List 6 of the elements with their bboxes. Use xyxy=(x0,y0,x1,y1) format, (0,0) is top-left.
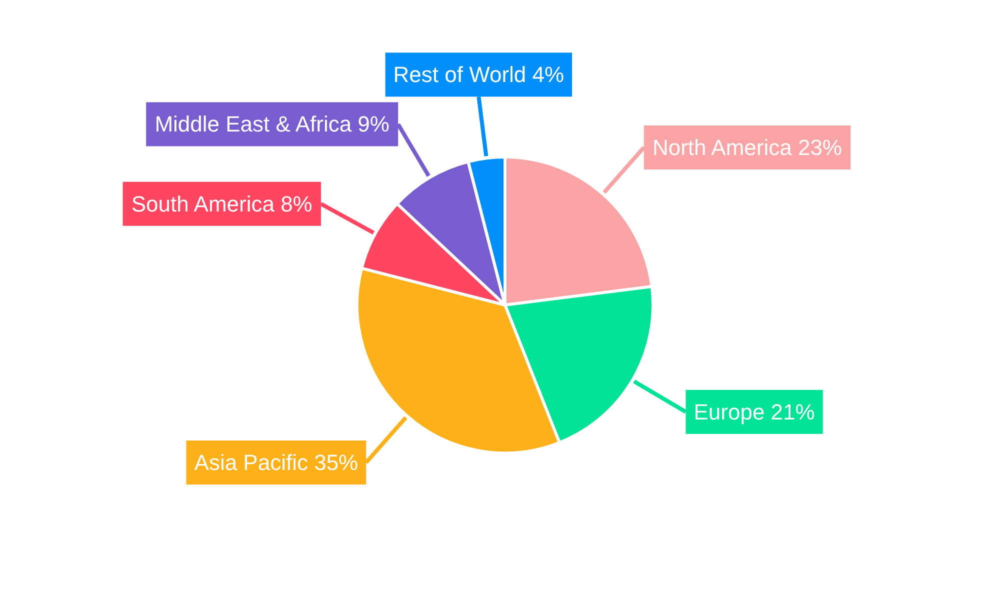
slice-label: Asia Pacific 35% xyxy=(194,450,358,476)
slice-label: Middle East & Africa 9% xyxy=(154,112,390,137)
slice-label: Europe 21% xyxy=(694,399,815,424)
slice-label: Rest of World 4% xyxy=(393,62,564,88)
slice-label: North America 23% xyxy=(652,134,842,160)
slice-label: South America 8% xyxy=(131,191,312,216)
